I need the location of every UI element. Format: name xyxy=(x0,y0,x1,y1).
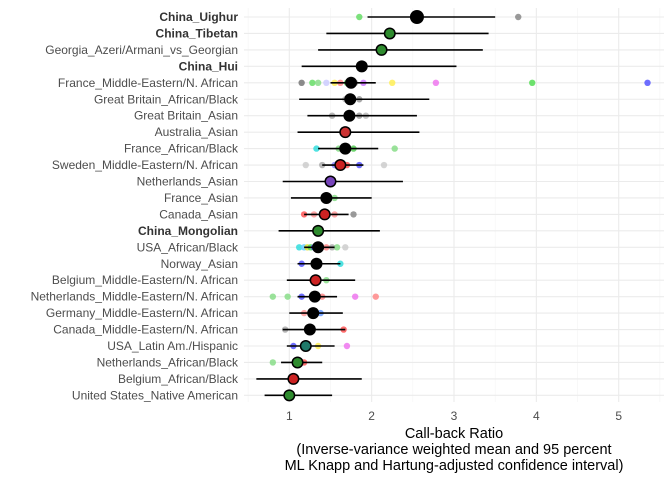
pooled-mean-inner xyxy=(340,144,350,154)
pooled-mean-inner xyxy=(311,275,321,285)
y-tick-label: Netherlands_Asian xyxy=(137,175,238,189)
study-point xyxy=(380,161,388,169)
y-tick-label: China_Mongolian xyxy=(138,224,238,238)
study-point xyxy=(515,13,522,21)
pooled-mean-inner xyxy=(411,11,423,23)
pooled-mean-inner xyxy=(310,292,320,302)
y-tick-label: USA_Latin Am./Hispanic xyxy=(107,339,238,353)
y-axis-labels: China_Uighur China_Tibetan Georgia_Azeri/A… xyxy=(31,10,239,402)
y-tick-label: Belgium_Middle-Eastern/N. African xyxy=(52,273,238,287)
study-point xyxy=(356,13,363,21)
pooled-mean-inner xyxy=(320,209,330,219)
pooled-mean-inner xyxy=(377,45,387,55)
pooled-mean-inner xyxy=(335,160,345,170)
x-tick-label: 1 xyxy=(286,409,293,423)
pooled-mean-inner xyxy=(344,111,354,121)
y-tick-label: Netherlands_Middle-Eastern/N. African xyxy=(31,290,238,304)
study-point xyxy=(333,244,341,251)
pooled-mean-inner xyxy=(340,127,350,137)
study-point xyxy=(323,79,330,87)
study-point xyxy=(313,145,320,152)
y-tick-label: Belgium_African/Black xyxy=(118,372,239,386)
x-tick-label: 2 xyxy=(368,409,375,423)
pooled-mean-inner xyxy=(288,374,298,384)
x-axis-ticks: 1 2 3 4 5 xyxy=(286,409,622,423)
study-point xyxy=(529,79,536,87)
study-point xyxy=(295,244,303,251)
x-tick-label: 4 xyxy=(533,409,540,423)
study-point xyxy=(284,293,291,300)
pooled-mean-inner xyxy=(308,308,318,318)
confidence-intervals xyxy=(256,16,496,397)
y-tick-label: Germany_Middle-Eastern/N. African xyxy=(46,306,238,320)
study-point xyxy=(342,244,349,251)
pooled-estimates xyxy=(283,10,424,402)
study-point xyxy=(351,293,359,300)
pooled-mean-inner xyxy=(311,259,321,269)
study-point xyxy=(300,211,308,218)
study-point xyxy=(391,145,398,152)
y-tick-label: United States_Native American xyxy=(72,388,238,402)
study-point xyxy=(389,79,396,87)
study-point xyxy=(432,79,440,87)
pooled-mean-inner xyxy=(346,78,356,88)
pooled-mean-inner xyxy=(385,28,395,38)
x-tick-label: 3 xyxy=(451,409,458,423)
y-tick-label: Canada_Asian xyxy=(159,207,238,221)
y-tick-label: Netherlands_African/Black xyxy=(97,355,239,369)
x-axis-title-line: ML Knapp and Hartung-adjusted confidence… xyxy=(285,458,624,474)
pooled-mean-inner xyxy=(313,242,323,252)
study-point xyxy=(309,79,316,87)
y-tick-label: France_African/Black xyxy=(124,142,239,156)
x-axis-title-line: Call-back Ratio xyxy=(405,426,503,442)
study-point xyxy=(302,161,309,169)
study-point xyxy=(350,211,357,218)
y-tick-label: USA_African/Black xyxy=(137,240,239,254)
pooled-mean-inner xyxy=(305,325,315,335)
y-tick-label: Great Britain_African/Black xyxy=(94,92,239,106)
pooled-mean-inner xyxy=(284,390,294,400)
study-point xyxy=(269,359,277,366)
y-tick-label: Australia_Asian xyxy=(155,125,238,139)
x-axis-title: Call-back Ratio(Inverse-variance weighte… xyxy=(285,426,624,474)
y-tick-label: France_Asian xyxy=(164,191,238,205)
pooled-mean-inner xyxy=(301,341,311,351)
pooled-mean-inner xyxy=(321,193,331,203)
y-tick-label: Sweden_Middle-Eastern/N. African xyxy=(52,158,238,172)
pooled-mean-inner xyxy=(325,177,335,186)
study-point xyxy=(298,79,305,87)
study-point xyxy=(372,293,379,300)
y-tick-label: China_Tibetan xyxy=(156,26,238,40)
x-axis-title-line: (Inverse-variance weighted mean and 95 p… xyxy=(296,442,611,458)
study-point xyxy=(314,79,322,87)
y-tick-label: China_Hui xyxy=(179,59,238,73)
x-tick-label: 5 xyxy=(615,409,622,423)
pooled-mean-inner xyxy=(293,357,303,367)
study-point xyxy=(269,293,277,300)
pooled-mean-inner xyxy=(345,94,355,104)
study-point xyxy=(644,79,651,87)
y-tick-label: China_Uighur xyxy=(159,10,238,24)
y-tick-label: Norway_Asian xyxy=(161,257,238,271)
study-point xyxy=(343,342,351,350)
pooled-mean-inner xyxy=(313,226,323,236)
y-tick-label: France_Middle-Eastern/N. African xyxy=(58,76,238,90)
pooled-mean-inner xyxy=(357,61,367,71)
y-tick-label: Canada_Middle-Eastern/N. African xyxy=(53,323,238,337)
y-tick-label: Georgia_Azeri/Armani_vs_Georgian xyxy=(45,43,238,57)
y-tick-label: Great Britain_Asian xyxy=(134,109,238,123)
